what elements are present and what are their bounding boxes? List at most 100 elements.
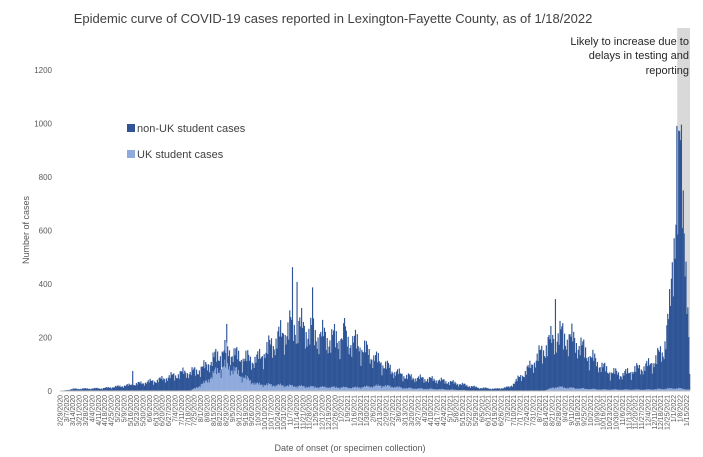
bar-non-uk xyxy=(558,344,560,388)
bar-non-uk xyxy=(222,352,224,368)
bar-non-uk xyxy=(219,356,221,371)
bar-non-uk xyxy=(578,345,580,389)
bar-uk xyxy=(279,385,281,391)
bar-non-uk xyxy=(115,386,117,391)
bar-non-uk xyxy=(686,313,688,390)
bar-non-uk xyxy=(492,388,494,391)
bar-non-uk xyxy=(677,234,679,389)
bar-non-uk xyxy=(508,386,510,391)
bar-non-uk xyxy=(418,378,420,389)
bar-uk xyxy=(249,380,251,391)
bar-non-uk xyxy=(650,363,652,390)
bar-uk xyxy=(335,386,337,391)
bar-uk xyxy=(212,371,214,391)
bar-uk xyxy=(379,386,381,391)
bar-uk xyxy=(191,389,193,391)
x-tick-label: 9/5/2020 xyxy=(230,395,237,422)
bar-non-uk xyxy=(390,374,392,388)
bar-non-uk xyxy=(133,385,136,391)
bar-non-uk xyxy=(541,345,543,391)
bar-non-uk xyxy=(516,381,518,391)
bar-uk xyxy=(318,388,320,391)
bar-non-uk xyxy=(152,380,154,391)
x-tick-label: 11/13/2021 xyxy=(626,395,633,430)
x-tick-label: 5/30/2020 xyxy=(141,395,148,426)
legend-swatch-uk xyxy=(127,150,135,158)
bar-non-uk xyxy=(188,374,190,391)
bar-non-uk xyxy=(73,388,75,391)
bar-non-uk xyxy=(664,341,666,389)
bar-uk xyxy=(333,386,336,391)
bar-non-uk xyxy=(601,362,603,390)
bar-non-uk xyxy=(662,356,664,390)
bar-non-uk xyxy=(438,380,440,390)
bar-non-uk xyxy=(682,190,684,389)
bar-non-uk xyxy=(93,387,95,391)
bar-non-uk xyxy=(112,387,114,391)
bar-uk xyxy=(294,386,296,391)
bar-non-uk xyxy=(172,374,174,391)
x-tick-label: 7/11/2020 xyxy=(179,395,186,426)
x-tick-label: 10/24/2020 xyxy=(275,395,282,430)
bar-uk xyxy=(389,385,391,391)
bar-non-uk xyxy=(426,381,428,390)
bar-non-uk xyxy=(275,338,277,385)
bar-uk xyxy=(673,388,675,391)
bar-non-uk xyxy=(91,388,94,391)
bar-uk xyxy=(251,382,253,391)
bar-non-uk xyxy=(259,348,261,383)
bar-uk xyxy=(368,386,370,391)
bar-uk xyxy=(297,387,299,391)
bar-non-uk xyxy=(540,349,542,391)
bar-uk xyxy=(241,382,243,391)
x-tick-label: 6/27/2020 xyxy=(166,395,173,426)
bar-non-uk xyxy=(208,372,210,383)
bar-non-uk xyxy=(296,281,298,387)
bar-non-uk xyxy=(574,352,577,389)
bar-uk xyxy=(257,382,259,391)
bar-uk xyxy=(590,389,592,391)
bar-uk xyxy=(443,389,445,391)
bar-non-uk xyxy=(133,385,135,391)
bar-non-uk xyxy=(446,383,448,390)
bar-non-uk xyxy=(630,379,632,391)
bar-non-uk xyxy=(283,354,285,388)
bar-uk xyxy=(425,389,427,391)
bar-uk xyxy=(355,387,357,391)
bar-uk xyxy=(588,389,590,391)
bar-non-uk xyxy=(398,368,400,387)
bar-non-uk xyxy=(166,380,168,391)
bar-non-uk xyxy=(470,385,473,391)
bar-uk xyxy=(328,387,330,391)
bar-non-uk xyxy=(144,382,147,391)
legend: non-UK student cases UK student cases xyxy=(127,123,246,161)
bar-non-uk xyxy=(230,356,232,371)
bar-uk xyxy=(310,385,312,391)
bar-uk xyxy=(564,388,567,391)
bar-uk xyxy=(221,367,223,391)
bar-non-uk xyxy=(396,369,399,387)
bar-non-uk xyxy=(217,360,220,373)
bar-non-uk xyxy=(251,362,253,383)
bar-non-uk xyxy=(241,372,243,383)
bar-non-uk xyxy=(242,358,244,377)
bar-uk xyxy=(287,385,289,391)
bar-non-uk xyxy=(417,376,420,389)
bar-non-uk xyxy=(517,375,519,391)
bar-non-uk xyxy=(592,349,594,389)
bar-uk xyxy=(636,389,638,391)
bar-non-uk xyxy=(111,388,113,391)
bar-uk xyxy=(211,378,213,391)
bar-uk xyxy=(446,389,448,391)
bar-uk xyxy=(579,389,581,391)
bar-uk xyxy=(563,388,565,391)
bar-non-uk xyxy=(94,388,96,391)
bar-non-uk xyxy=(615,368,617,390)
bar-non-uk xyxy=(253,367,255,385)
bar-non-uk xyxy=(448,382,450,390)
bar-non-uk xyxy=(443,379,445,390)
bar-non-uk xyxy=(75,388,77,391)
x-tick-label: 5/29/2021 xyxy=(473,395,480,426)
bar-uk xyxy=(652,389,654,391)
x-tick-label: 9/12/2020 xyxy=(236,395,243,426)
